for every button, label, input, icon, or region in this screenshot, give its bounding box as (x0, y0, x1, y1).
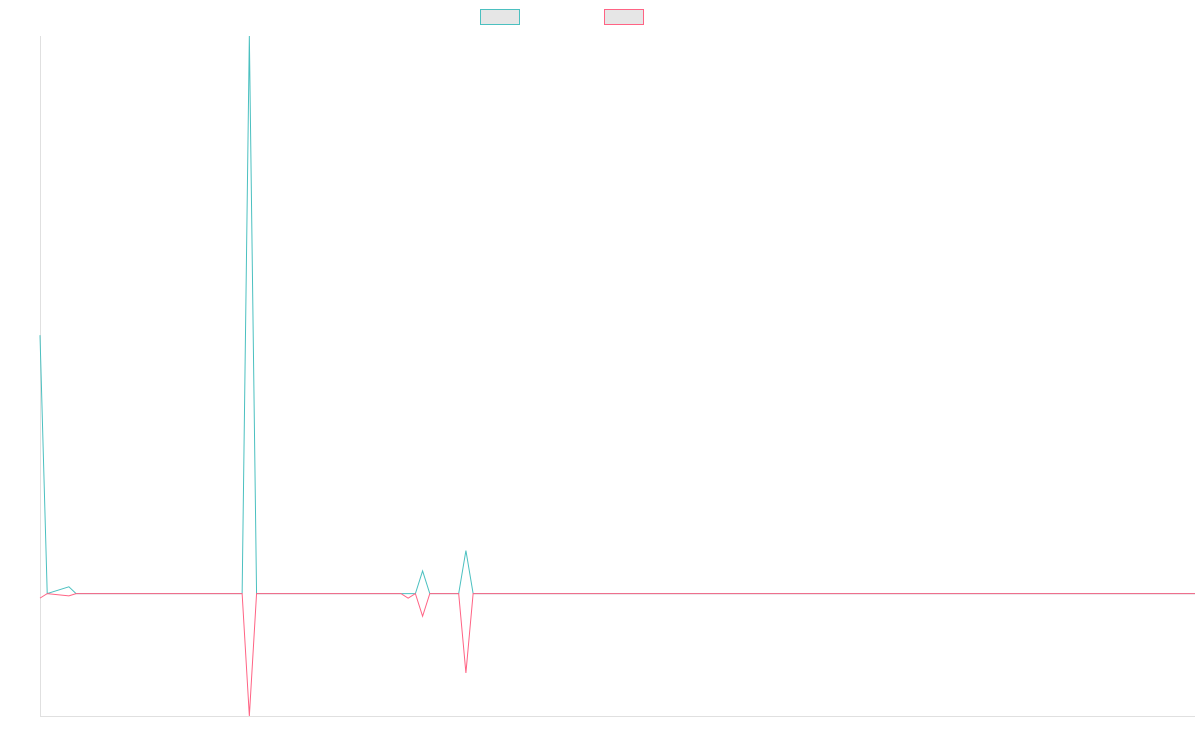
series-line-1 (39, 35, 1195, 595)
series-line-2 (39, 592, 1195, 717)
legend-swatch-series-2[interactable] (604, 9, 644, 25)
legend-swatch-series-1[interactable] (480, 9, 520, 25)
